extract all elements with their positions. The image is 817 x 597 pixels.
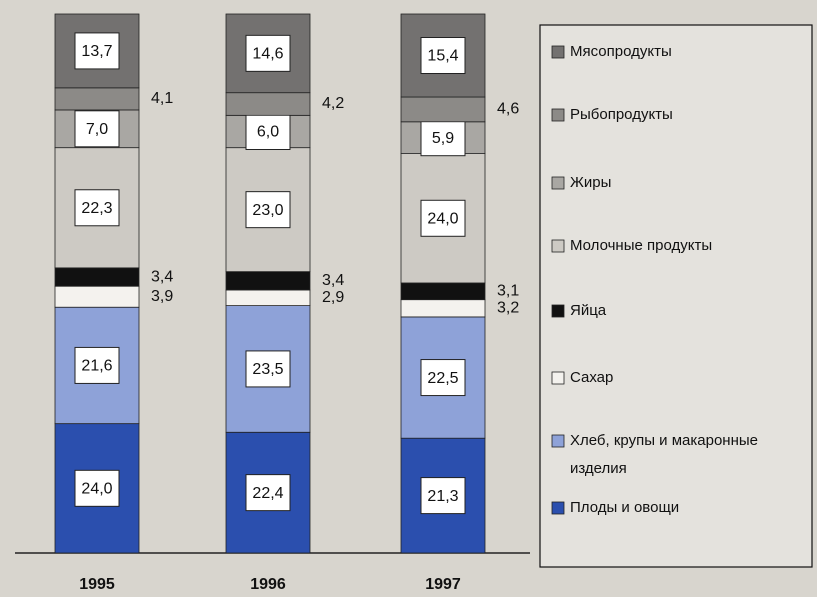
x-tick-label: 1995	[79, 576, 115, 593]
data-label: 24,0	[427, 210, 458, 227]
data-label: 24,0	[81, 481, 112, 498]
bar-segment	[400, 13, 486, 98]
data-label: 5,9	[432, 130, 454, 147]
label-box	[420, 477, 466, 515]
data-label: 14,6	[252, 46, 283, 63]
legend-swatch	[551, 371, 565, 385]
data-label: 3,4	[322, 272, 344, 289]
legend-entry: Яйца	[570, 302, 607, 319]
bar-segment	[225, 92, 311, 116]
label-box	[245, 191, 291, 229]
label-box	[74, 346, 120, 384]
data-label: 21,3	[427, 488, 458, 505]
data-label: 22,3	[81, 200, 112, 217]
data-label: 4,6	[497, 101, 519, 118]
data-label: 3,4	[151, 268, 173, 285]
legend-entry: Жиры	[570, 174, 612, 191]
x-tick-label: 1997	[425, 576, 461, 593]
data-label: 13,7	[81, 43, 112, 60]
legend-entry: Хлеб, крупы и макаронные изделия	[570, 432, 758, 477]
legend-label: Жиры	[570, 174, 612, 191]
bar-segment	[225, 271, 311, 291]
legend-label: Сахар	[570, 369, 614, 386]
label-box	[420, 359, 466, 397]
label-box	[245, 474, 291, 512]
bar-segment	[54, 285, 140, 308]
legend-swatch	[551, 239, 565, 253]
data-label: 21,6	[81, 358, 112, 375]
label-box	[245, 350, 291, 388]
legend-label: Хлеб, крупы и макаронные изделия	[570, 432, 758, 477]
data-label: 2,9	[322, 289, 344, 306]
legend-swatch	[551, 108, 565, 122]
data-label: 23,0	[252, 202, 283, 219]
bar-segment	[400, 96, 486, 123]
data-label: 22,5	[427, 370, 458, 387]
legend-entry: Мясопродукты	[570, 43, 672, 60]
legend-swatch	[551, 304, 565, 318]
legend-box	[539, 24, 813, 568]
bar-segment	[54, 267, 140, 287]
data-label: 6,0	[257, 124, 279, 141]
bar-segment	[54, 87, 140, 111]
label-box	[74, 32, 120, 70]
label-box	[420, 199, 466, 237]
bar-segment	[225, 289, 311, 306]
data-label: 4,2	[322, 95, 344, 112]
data-label: 7,0	[86, 121, 108, 138]
legend-label: Молочные продукты	[570, 237, 713, 254]
data-label: 15,4	[427, 48, 458, 65]
data-label: 23,5	[252, 361, 283, 378]
legend-entry: Сахар	[570, 369, 614, 386]
data-label: 3,9	[151, 288, 173, 305]
legend-label: Плоды и овощи	[570, 499, 680, 516]
legend-swatch	[551, 45, 565, 59]
legend-label: Мясопродукты	[570, 43, 672, 60]
data-label: 3,1	[497, 283, 519, 300]
data-label: 3,2	[497, 300, 519, 317]
legend-swatch	[551, 434, 565, 448]
label-box	[74, 110, 120, 148]
legend-swatch	[551, 501, 565, 515]
bar-segment	[400, 299, 486, 318]
legend-swatch	[551, 176, 565, 190]
label-box	[74, 189, 120, 227]
legend-label: Рыбопродукты	[570, 106, 673, 123]
legend-label: Яйца	[570, 302, 607, 319]
bar-segment	[400, 282, 486, 301]
label-box	[74, 469, 120, 507]
label-box	[420, 37, 466, 75]
label-box	[245, 113, 291, 151]
data-label: 22,4	[252, 485, 283, 502]
legend-entry: Рыбопродукты	[570, 106, 673, 123]
x-tick-label: 1996	[250, 576, 286, 593]
legend-entry: Молочные продукты	[570, 237, 713, 254]
label-box	[245, 34, 291, 72]
data-label: 4,1	[151, 90, 173, 107]
legend-entry: Плоды и овощи	[570, 499, 680, 516]
